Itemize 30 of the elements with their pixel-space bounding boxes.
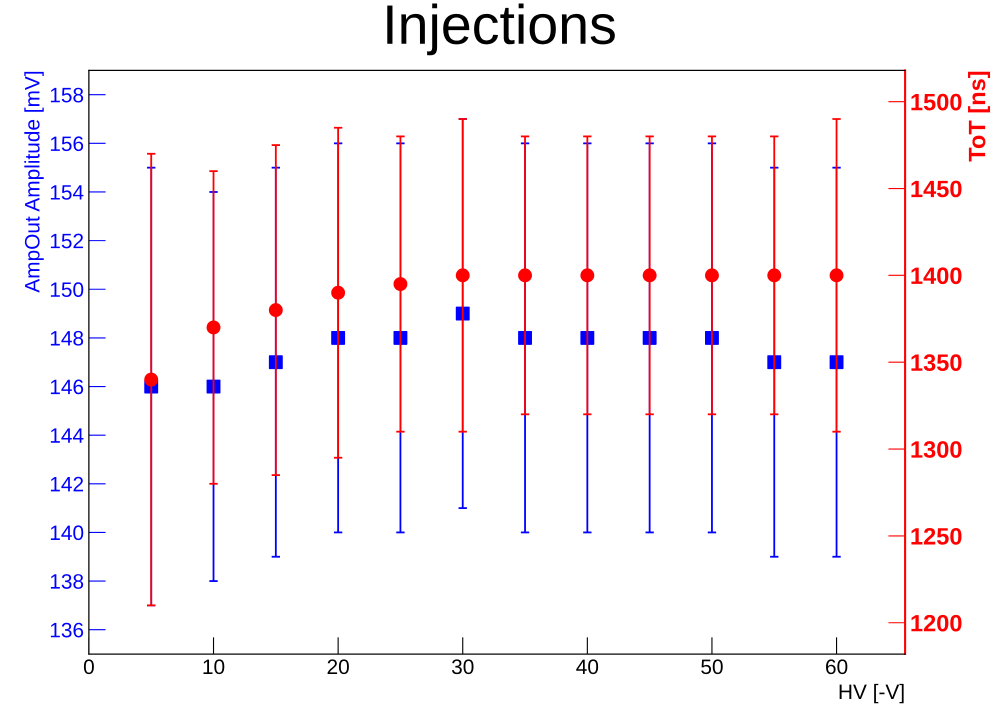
y2-tick-label: 1250 — [911, 528, 962, 545]
y-tick-label: 144 — [50, 428, 84, 443]
y-tick-label: 142 — [50, 476, 84, 492]
y2-tick-label: 1450 — [911, 180, 962, 198]
y-tick-label: 152 — [50, 234, 84, 248]
y-tick-label: 146 — [50, 380, 84, 394]
y-axis-title: AmpOut Amplitude [mV] — [24, 72, 44, 293]
x-tick-label: 30 — [452, 659, 474, 674]
y-tick-label: 136 — [50, 622, 84, 638]
y-tick-label: 156 — [50, 136, 84, 152]
x-tick-label: 20 — [328, 659, 349, 674]
y-tick-label: 150 — [50, 282, 84, 298]
y-tick-label: 140 — [50, 525, 84, 540]
chart-title: Injections — [387, 4, 615, 56]
y2-axis-title: ToT [ns] — [968, 72, 990, 162]
y2-tick-label: 1300 — [911, 441, 962, 458]
y-tick-label: 138 — [50, 574, 84, 589]
x-axis-title: HV [-V] — [840, 684, 904, 704]
x-tick-label: 60 — [826, 659, 848, 674]
y2-tick-label: 1400 — [911, 267, 962, 284]
x-tick-label: 50 — [701, 659, 723, 674]
y-tick-label: 148 — [50, 330, 84, 346]
y2-tick-label: 1200 — [911, 614, 962, 632]
x-tick-label: 0 — [84, 659, 94, 674]
y2-tick-label: 1500 — [911, 94, 962, 110]
x-tick-label: 10 — [204, 659, 224, 674]
x-tick-label: 40 — [576, 659, 598, 674]
y2-tick-label: 1350 — [911, 354, 962, 372]
y-tick-label: 158 — [50, 88, 84, 102]
y-tick-label: 154 — [50, 185, 84, 200]
